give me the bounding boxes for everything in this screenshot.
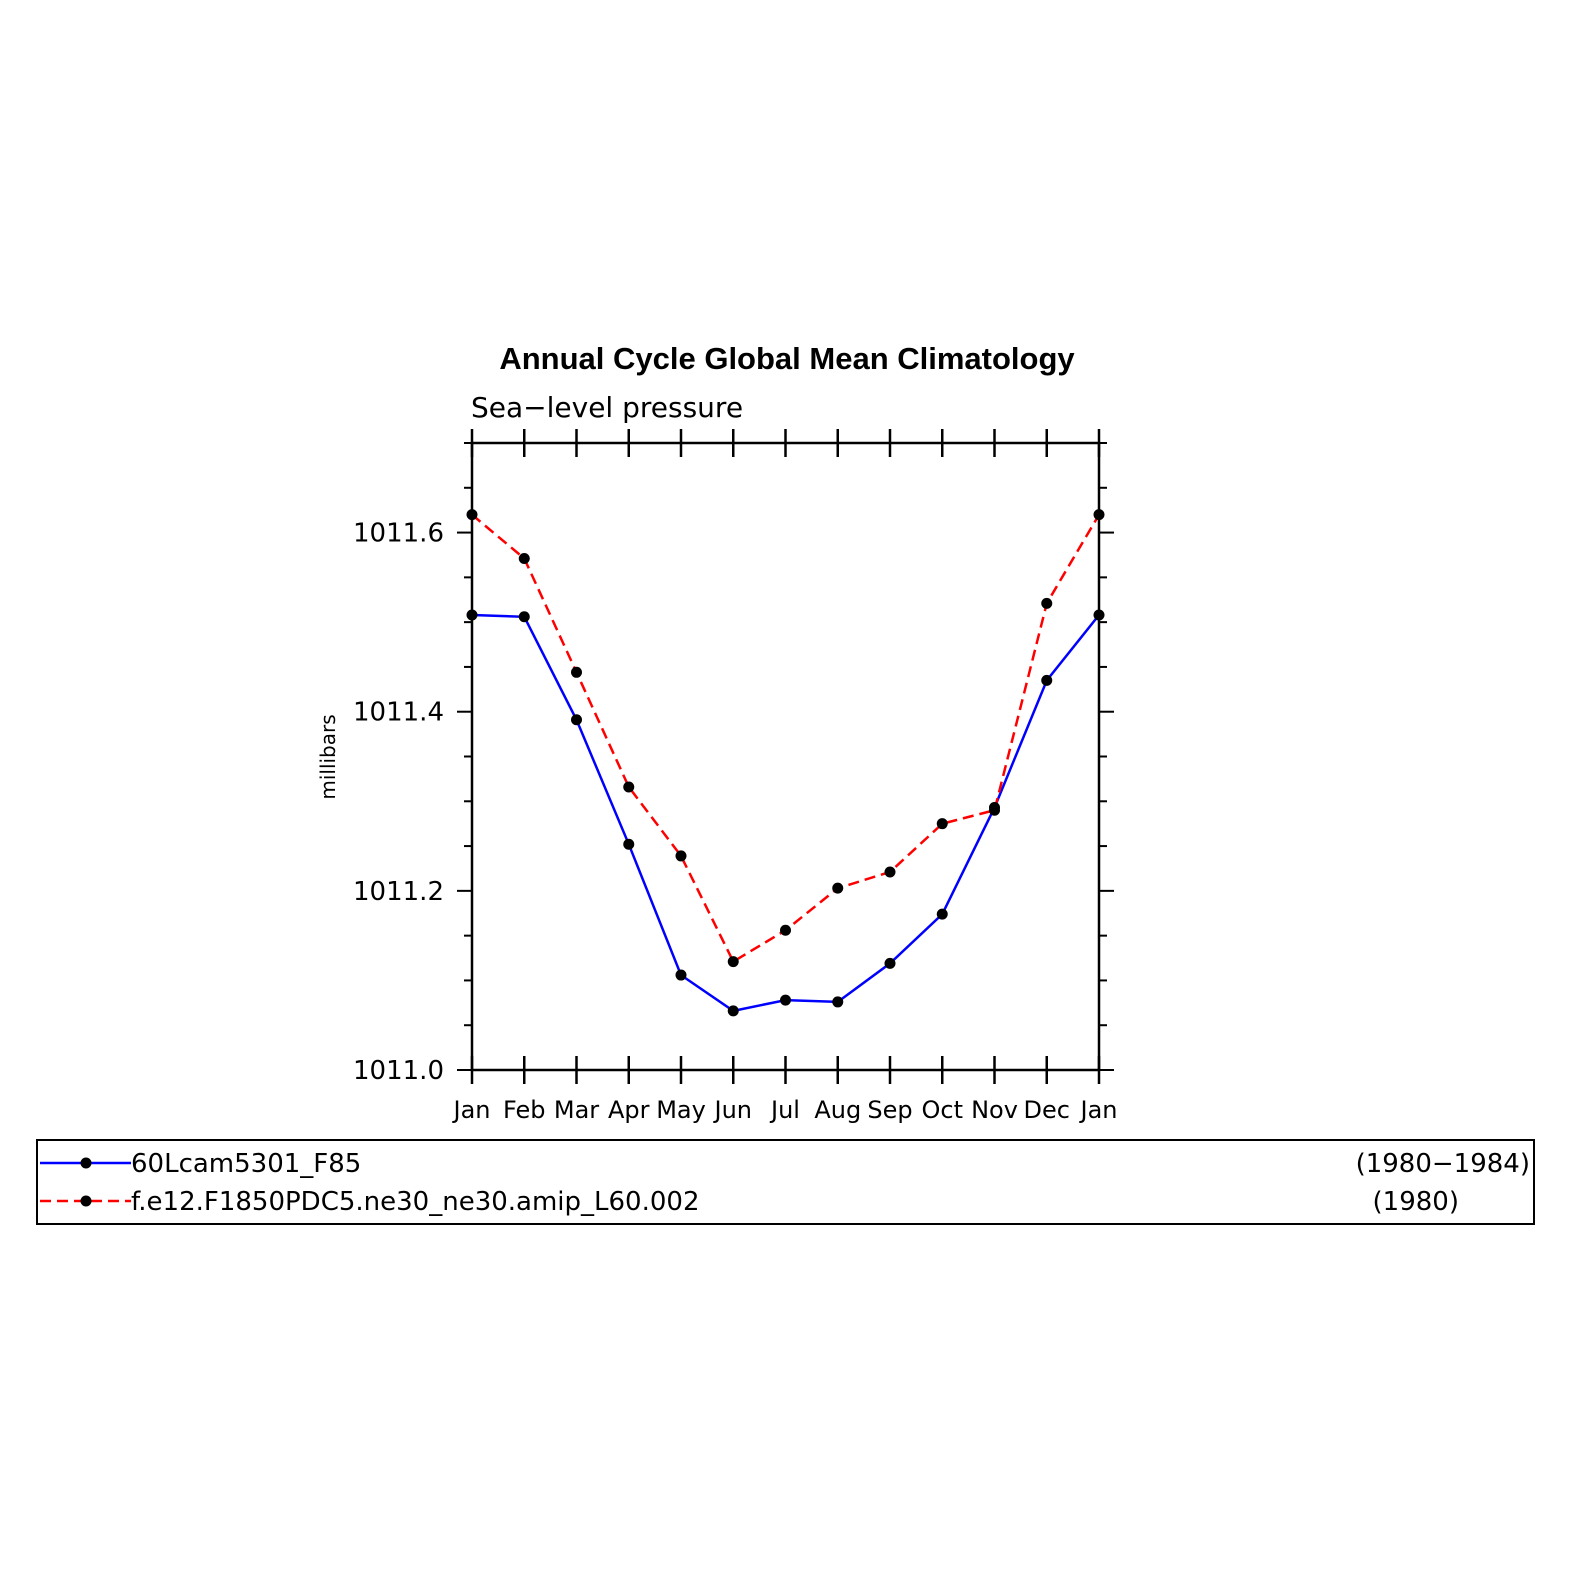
x-tick-label: Jun [713, 1096, 753, 1124]
chart-subtitle: Sea−level pressure [471, 391, 743, 424]
series-1-point [832, 996, 844, 1008]
series-2-point [884, 866, 896, 878]
legend-label-series-1: 60Lcam5301_F85 [131, 1149, 361, 1179]
y-tick-label: 1011.6 [353, 519, 444, 549]
series-1-point [571, 714, 582, 726]
series-2-point [832, 882, 844, 894]
y-tick-label: 1011.4 [353, 698, 444, 728]
legend-period-series-1: (1980−1984) [1356, 1149, 1530, 1179]
series-2-point [518, 553, 530, 565]
series-2-point [780, 924, 791, 936]
x-tick-label: Apr [608, 1096, 650, 1124]
series-1-point [1041, 674, 1053, 686]
series-2-point [623, 781, 635, 793]
series-2-point [1041, 597, 1053, 609]
legend-box [36, 1139, 1535, 1225]
series-1-point [884, 957, 896, 969]
series-line-2 [471, 513, 1101, 964]
legend-label-series-2: f.e12.F1850PDC5.ne30_ne30.amip_L60.002 [131, 1187, 699, 1217]
series-1-point [518, 611, 530, 623]
y-tick-label: 1011.2 [353, 877, 444, 907]
x-tick-label: May [656, 1096, 706, 1124]
legend-marker-series-2 [80, 1195, 92, 1207]
legend-period-series-2: (1980) [1373, 1187, 1459, 1217]
y-axis-tick-labels: 1011.0 1011.2 1011.4 1011.6 [353, 519, 444, 1086]
plot-frame [470, 441, 1101, 1072]
x-tick-label: Jan [452, 1096, 491, 1124]
x-tick-label: Aug [814, 1096, 861, 1124]
x-axis-tick-labels: Jan Feb Mar Apr May Jun Jul Aug Sep Oct Nov Dec Jan [452, 1096, 1118, 1124]
series-2-point [989, 804, 1000, 816]
series-markers [466, 509, 1105, 1017]
legend-marker-series-1 [80, 1157, 92, 1169]
x-tick-label: Nov [971, 1096, 1018, 1124]
series-lines [471, 513, 1101, 1013]
x-tick-label: Mar [554, 1096, 599, 1124]
chart-title: Annual Cycle Global Mean Climatology [499, 341, 1075, 376]
x-tick-label: Jan [1079, 1096, 1118, 1124]
series-2-point [727, 956, 739, 968]
x-tick-label: Dec [1024, 1096, 1070, 1124]
series-1-point [675, 969, 687, 981]
series-1-point [623, 838, 635, 850]
series-1-point [780, 994, 791, 1006]
y-tick-label: 1011.0 [353, 1056, 444, 1086]
x-tick-label: Oct [922, 1096, 964, 1124]
series-1-point [936, 908, 948, 920]
legend: 60Lcam5301_F85 (1980−1984) f.e12.F1850PD… [36, 1139, 1535, 1225]
series-1-point [727, 1005, 739, 1017]
series-2-point [571, 666, 582, 678]
series-2-point [936, 818, 948, 830]
series-2-point [675, 850, 687, 862]
y-axis-label: millibars [316, 714, 340, 799]
series-line-1 [471, 613, 1100, 1013]
x-tick-label: Sep [867, 1096, 912, 1124]
x-tick-label: Jul [769, 1096, 800, 1124]
x-tick-label: Feb [503, 1096, 546, 1124]
